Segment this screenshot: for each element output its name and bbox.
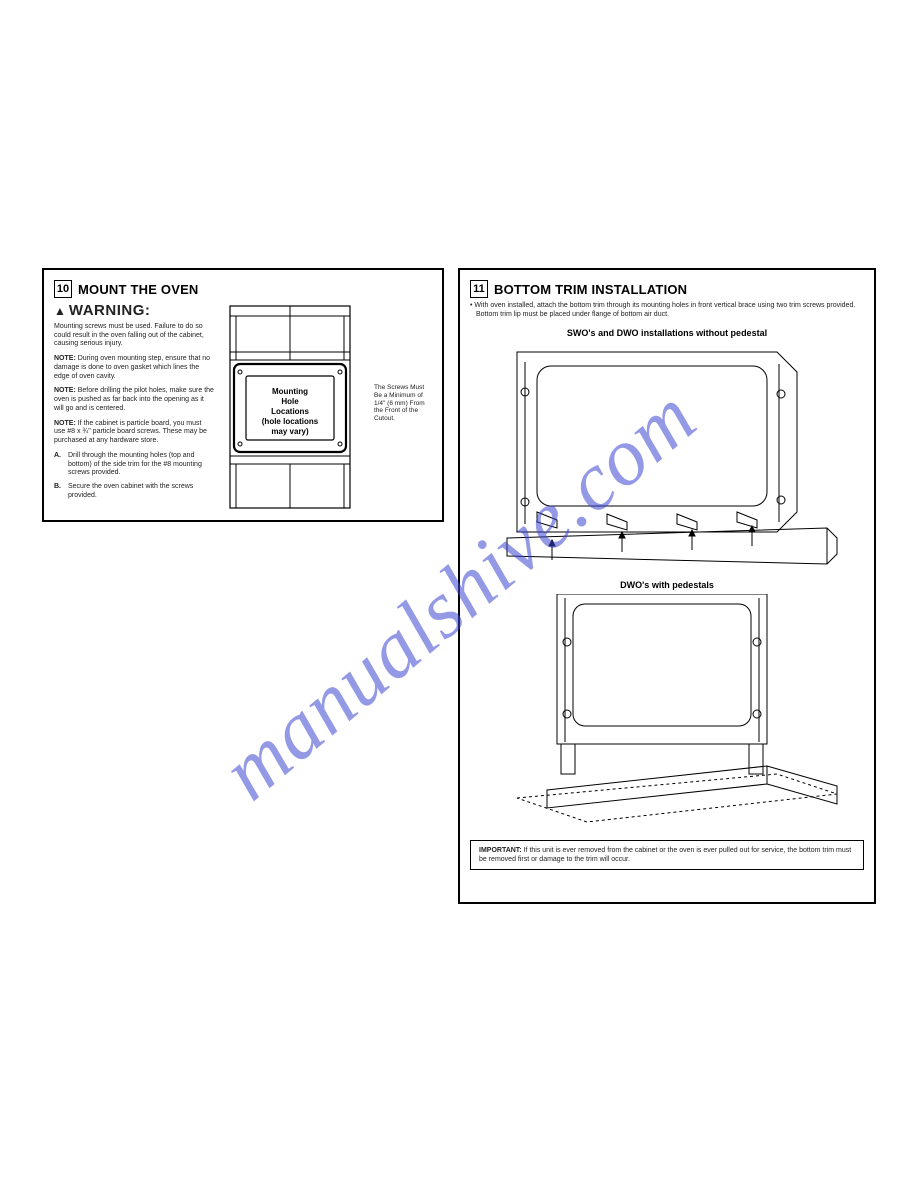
fig-label-3: Locations [271,407,309,416]
oven-mounting-diagram-icon: Mounting Hole Locations (hole locations … [220,302,370,512]
warning-heading: ▲ WARNING: [54,302,214,321]
subsection-2-title: DWO's with pedestals [470,580,864,590]
important-note-box: IMPORTANT: If this unit is ever removed … [470,840,864,870]
warning-label: WARNING: [69,302,151,321]
bottom-trim-pedestal-diagram-icon [477,594,857,834]
note-3: NOTE: If the cabinet is particle board, … [54,420,214,446]
note-1: NOTE: During oven mounting step, ensure … [54,355,214,381]
step-11-header: 11 BOTTOM TRIM INSTALLATION [470,280,864,298]
step-11-bullet: • With oven installed, attach the bottom… [470,302,864,320]
note-2-label: NOTE: [54,387,76,394]
bottom-trim-no-pedestal-diagram-icon [477,342,857,572]
step-10-side-caption: The Screws Must Be a Minimum of 1/4" (6 … [374,384,430,423]
fig-label-1: Mounting [272,387,308,396]
note-2: NOTE: Before drilling the pilot holes, m… [54,387,214,413]
list-item-a: A. Drill through the mounting holes (top… [54,452,214,478]
step-10-number: 10 [54,280,72,298]
step-10-body: ▲ WARNING: Mounting screws must be used.… [54,302,434,512]
note-2-text: Before drilling the pilot holes, make su… [54,387,214,412]
note-1-label: NOTE: [54,355,76,362]
note-3-text: If the cabinet is particle board, you mu… [54,420,207,445]
panel-step-10: 10 MOUNT THE OVEN ▲ WARNING: Mounting sc… [42,268,444,522]
panel-step-11: 11 BOTTOM TRIM INSTALLATION • With oven … [458,268,876,904]
step-11-number: 11 [470,280,488,298]
list-b-label: B. [54,483,64,501]
warning-body: Mounting screws must be used. Failure to… [54,323,214,349]
subsection-1-title: SWO's and DWO installations without pede… [470,328,864,338]
fig-label-5: may vary) [271,427,309,436]
figure-swo-dwo-no-pedestal [470,342,864,572]
step-10-header: 10 MOUNT THE OVEN [54,280,434,298]
list-a-label: A. [54,452,64,478]
warning-triangle-icon: ▲ [54,304,66,319]
list-item-b: B. Secure the oven cabinet with the scre… [54,483,214,501]
fig-label-2: Hole [281,397,299,406]
step-10-text-column: ▲ WARNING: Mounting screws must be used.… [54,302,214,512]
list-b-text: Secure the oven cabinet with the screws … [68,483,214,501]
figure-dwo-with-pedestal [470,594,864,834]
page-container: manualshive.com 10 MOUNT THE OVEN ▲ WARN… [0,0,918,1188]
step-10-figure: Mounting Hole Locations (hole locations … [220,302,370,512]
fig-label-4: (hole locations [262,417,319,426]
note-3-label: NOTE: [54,420,76,427]
list-a-text: Drill through the mounting holes (top an… [68,452,214,478]
important-text: If this unit is ever removed from the ca… [479,847,851,863]
step-10-title: MOUNT THE OVEN [78,282,199,297]
note-1-text: During oven mounting step, ensure that n… [54,355,210,380]
step-11-title: BOTTOM TRIM INSTALLATION [494,282,687,297]
important-label: IMPORTANT: [479,847,522,854]
